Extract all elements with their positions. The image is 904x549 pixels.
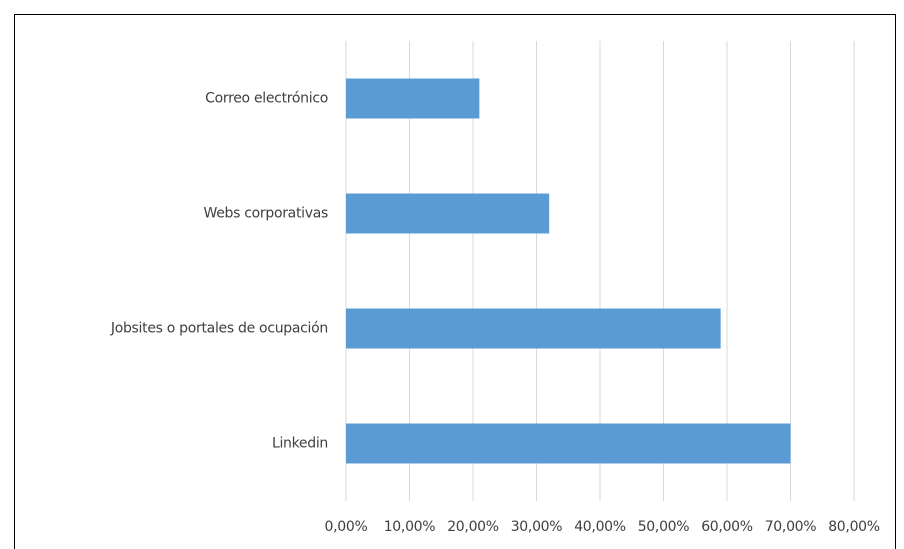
x-tick-label: 0,00% [325,519,368,535]
x-tick-label: 40,00% [574,519,626,535]
x-tick-label: 30,00% [511,519,563,535]
x-tick-label: 20,00% [447,519,499,535]
x-tick-label: 10,00% [384,519,436,535]
y-tick-label: Linkedin [272,436,328,452]
bar [346,308,721,349]
bar [346,193,550,234]
x-tick-label: 50,00% [638,519,690,535]
bar [346,423,791,464]
y-tick-label: Correo electrónico [205,91,328,107]
x-tick-label: 80,00% [828,519,880,535]
x-tick-label: 60,00% [701,519,753,535]
x-tick-label: 70,00% [765,519,817,535]
y-tick-label: Webs corporativas [203,206,328,222]
bar [346,78,480,119]
y-tick-label: Jobsites o portales de ocupación [110,321,328,337]
